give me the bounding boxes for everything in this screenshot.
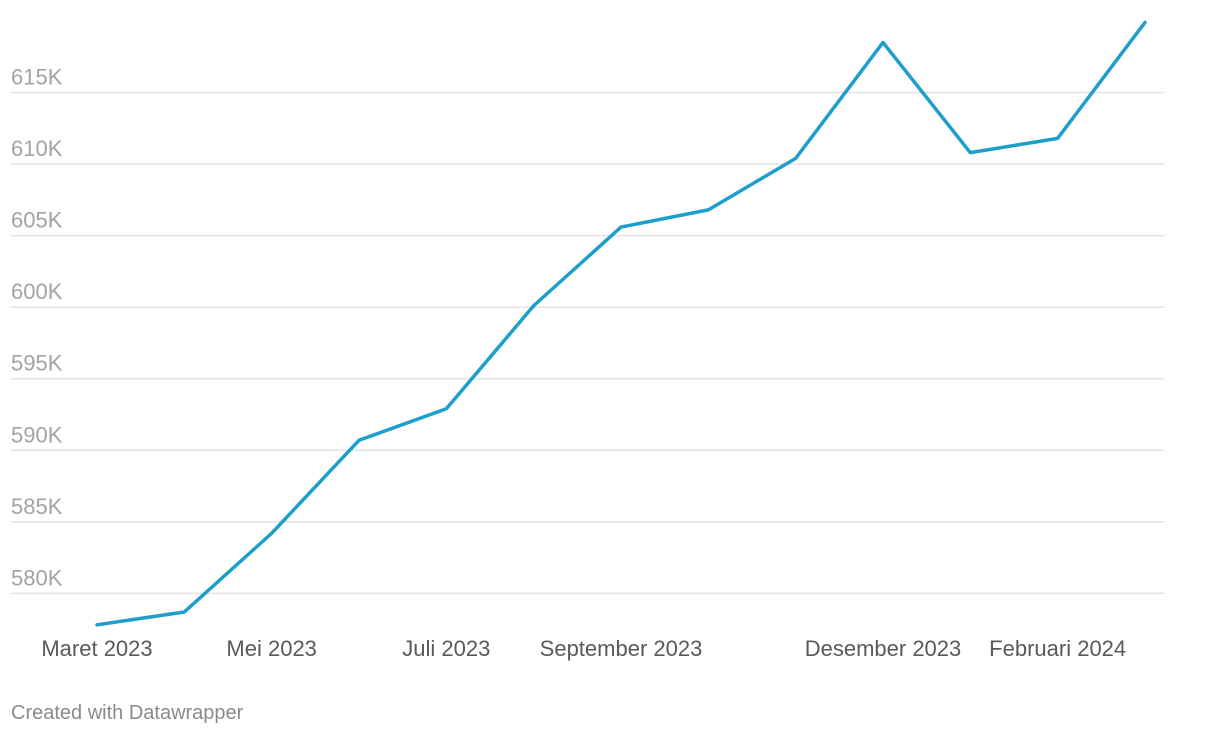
- y-tick-label: 605K: [11, 208, 63, 233]
- y-tick-label: 580K: [11, 565, 63, 590]
- data-point: [353, 434, 365, 446]
- x-tick-label: Juli 2023: [402, 636, 490, 661]
- data-point: [266, 527, 278, 539]
- data-point: [964, 147, 976, 159]
- data-point: [790, 152, 802, 164]
- gridlines: [11, 91, 1164, 595]
- data-point: [178, 606, 190, 618]
- datawrapper-credit[interactable]: Created with Datawrapper: [11, 702, 244, 724]
- series-layer: [91, 16, 1151, 631]
- x-tick-label: Maret 2023: [41, 636, 152, 661]
- data-point: [91, 619, 103, 631]
- y-tick-label: 600K: [11, 279, 63, 304]
- data-point: [615, 221, 627, 233]
- x-tick-label: Februari 2024: [989, 636, 1126, 661]
- data-point: [1052, 132, 1064, 144]
- y-tick-label: 590K: [11, 422, 63, 447]
- y-tick-label: 595K: [11, 351, 63, 376]
- y-tick-label: 615K: [11, 65, 63, 90]
- line-chart: 580K 585K 590K 595K 600K 605K 610K 615K Maret 2…: [11, 16, 1164, 661]
- x-tick-label: September 2023: [540, 636, 703, 661]
- y-tick-label: 610K: [11, 136, 63, 161]
- data-point: [702, 204, 714, 216]
- y-axis-ticks: 580K 585K 590K 595K 600K 605K 610K 615K: [11, 65, 63, 591]
- data-point: [440, 403, 452, 415]
- y-tick-label: 585K: [11, 494, 63, 519]
- series-line: [95, 20, 1147, 627]
- data-point: [1139, 16, 1151, 28]
- x-tick-label: Mei 2023: [226, 636, 317, 661]
- x-tick-label: Desember 2023: [805, 636, 962, 661]
- x-axis-ticks: Maret 2023 Mei 2023 Juli 2023 September 202…: [41, 636, 1126, 661]
- data-point: [877, 36, 889, 48]
- data-point: [528, 300, 540, 312]
